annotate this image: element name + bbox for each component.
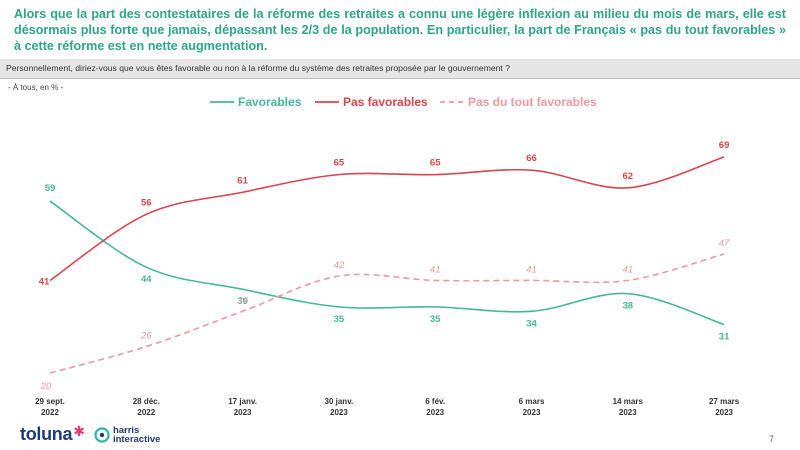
harris-logo-icon xyxy=(94,426,110,443)
x-tick-label: 30 janv. 2023 xyxy=(325,397,354,417)
legend-label-2: Pas du tout favorables xyxy=(468,95,597,109)
data-label: 31 xyxy=(719,332,730,343)
data-label: 41 xyxy=(623,264,634,275)
data-label: 41 xyxy=(430,264,441,275)
legend-label-1: Pas favorables xyxy=(343,95,428,109)
legend-label-0: Favorables xyxy=(238,95,302,109)
x-tick-label: 27 mars 2023 xyxy=(709,397,740,417)
data-label: 41 xyxy=(526,264,537,275)
data-label: 47 xyxy=(719,238,730,249)
data-label: 41 xyxy=(39,276,50,287)
data-label: 66 xyxy=(526,153,537,164)
line-chart: Favorables Pas favorables Pas du tout favo… xyxy=(35,95,740,417)
data-label: 69 xyxy=(719,140,730,151)
x-tick-label: 28 déc. 2022 xyxy=(133,397,160,417)
survey-question: Personnellement, diriez-vous que vous êt… xyxy=(6,63,510,73)
footer-logos: toluna ✱ harris interactive xyxy=(20,423,161,445)
data-label: 34 xyxy=(526,318,537,329)
data-label: 38 xyxy=(623,301,634,312)
harris-logo-line1: harris xyxy=(112,424,140,436)
series-line-0 xyxy=(49,200,725,326)
data-label: 34 xyxy=(237,295,248,306)
toluna-star-icon: ✱ xyxy=(73,423,85,439)
harris-logo-line2: interactive xyxy=(112,433,161,445)
data-label: 62 xyxy=(623,171,634,182)
x-tick-label: 14 mars 2023 xyxy=(613,397,644,417)
x-tick-label: 17 janv. 2023 xyxy=(228,397,257,417)
x-tick-label: 6 mars 2023 xyxy=(519,397,545,417)
x-tick-label: 29 sept. 2022 xyxy=(35,397,65,417)
data-label: 44 xyxy=(141,274,152,285)
data-label: 39 xyxy=(237,296,248,307)
data-label: 65 xyxy=(334,158,345,169)
headline: Alors que la part des contestataires de … xyxy=(14,7,786,53)
question-bar: Personnellement, diriez-vous que vous êt… xyxy=(0,59,800,79)
data-label: 35 xyxy=(430,314,441,325)
series-line-2 xyxy=(49,253,725,374)
x-tick-label: 6 fév. 2023 xyxy=(425,397,445,417)
data-label: 59 xyxy=(45,183,56,194)
series-line-1 xyxy=(49,156,725,282)
harris-interactive-logo: harris interactive xyxy=(112,424,161,445)
toluna-logo: toluna xyxy=(20,424,73,444)
data-label: 56 xyxy=(141,197,152,208)
data-label: 35 xyxy=(334,314,345,325)
data-label: 42 xyxy=(334,260,345,271)
data-label: 61 xyxy=(237,175,248,186)
data-label: 65 xyxy=(430,158,441,169)
base-note: - À tous, en % - xyxy=(8,83,64,92)
page-number: 7 xyxy=(769,434,775,444)
data-label: 26 xyxy=(140,331,152,342)
data-label: 20 xyxy=(40,381,52,392)
